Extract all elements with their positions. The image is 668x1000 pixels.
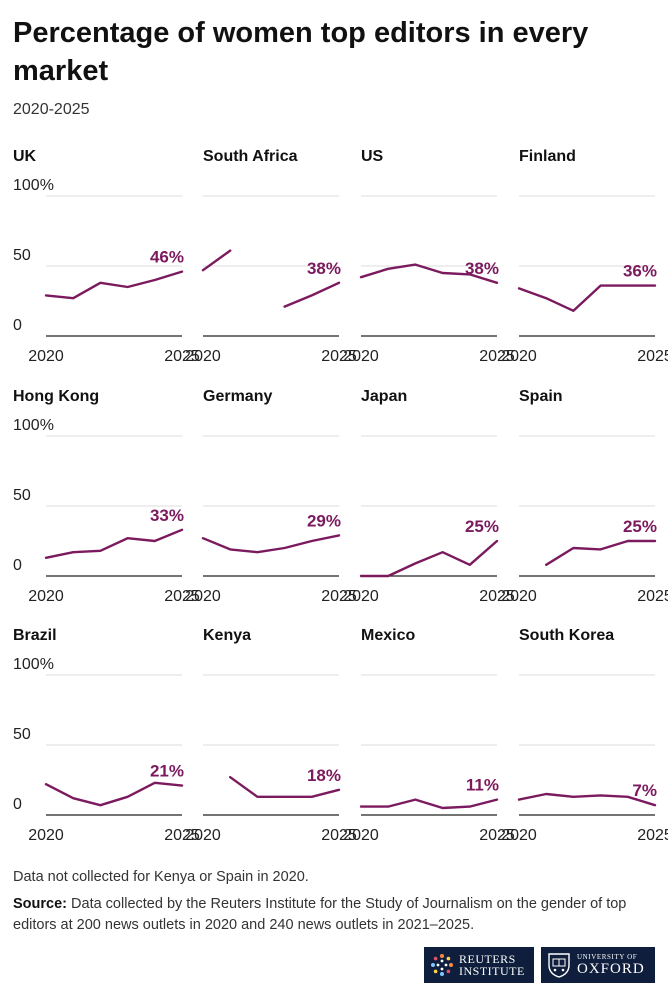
panel-title-japan: Japan: [361, 388, 407, 405]
x-tick-label: 2025: [321, 588, 357, 605]
x-tick-label: 2025: [637, 827, 668, 844]
series-line-spain: [545, 539, 657, 566]
footnote: Data not collected for Kenya or Spain in…: [13, 869, 309, 885]
data-label-brazil: 21%: [150, 762, 184, 781]
reuters-dots-icon: [431, 954, 453, 976]
x-tick-label: 2020: [185, 827, 221, 844]
oxford-line1: UNIVERSITY OF: [577, 952, 638, 961]
series-line-south-korea: [517, 792, 657, 807]
x-tick-label: 2025: [479, 348, 515, 365]
y-tick-label: 50: [13, 247, 31, 264]
reuters-institute-logo[interactable]: REUTERS INSTITUTE: [424, 947, 534, 983]
data-label-germany: 29%: [307, 511, 341, 530]
source-body: Data collected by the Reuters Institute …: [13, 896, 627, 933]
series-line-finland: [517, 284, 657, 312]
chart-subtitle: 2020-2025: [13, 101, 90, 118]
series-line-japan: [359, 539, 499, 578]
x-tick-label: 2020: [343, 348, 379, 365]
data-label-hong-kong: 33%: [150, 506, 184, 525]
x-tick-label: 2020: [28, 827, 64, 844]
x-tick-label: 2020: [185, 348, 221, 365]
series-line-hong-kong: [44, 528, 184, 559]
x-tick-label: 2020: [28, 588, 64, 605]
x-tick-label: 2020: [343, 588, 379, 605]
y-tick-label: 0: [13, 796, 22, 813]
data-label-kenya: 18%: [307, 766, 341, 785]
y-tick-label: 50: [13, 726, 31, 743]
data-label-uk: 46%: [150, 248, 184, 267]
reuters-line2: INSTITUTE: [459, 964, 525, 978]
x-tick-label: 2020: [501, 827, 537, 844]
y-tick-label: 50: [13, 487, 31, 504]
y-tick-label: 0: [13, 317, 22, 334]
oxford-line2: OXFORD: [577, 960, 645, 977]
x-tick-label: 2020: [501, 348, 537, 365]
panel-title-us: US: [361, 148, 384, 165]
x-tick-label: 2025: [321, 348, 357, 365]
panel-title-finland: Finland: [519, 148, 576, 165]
y-tick-label: 0: [13, 557, 22, 574]
data-label-spain: 25%: [623, 517, 657, 536]
x-tick-label: 2025: [479, 588, 515, 605]
panel-title-germany: Germany: [203, 388, 272, 405]
panel-title-kenya: Kenya: [203, 627, 251, 644]
series-line-brazil: [44, 781, 184, 807]
x-tick-label: 2025: [637, 588, 668, 605]
reuters-line1: REUTERS: [459, 952, 516, 966]
source-label: Source:: [13, 896, 67, 912]
x-tick-label: 2020: [185, 588, 221, 605]
panel-title-brazil: Brazil: [13, 627, 57, 644]
panel-title-south-africa: South Africa: [203, 148, 298, 165]
series-line-kenya: [229, 776, 341, 798]
x-tick-label: 2025: [164, 348, 200, 365]
series-line-germany: [201, 534, 341, 554]
x-tick-label: 2020: [343, 827, 379, 844]
data-label-mexico: 11%: [466, 776, 499, 795]
x-tick-label: 2020: [28, 348, 64, 365]
data-label-south-korea: 7%: [632, 781, 657, 800]
series-line-us: [359, 263, 499, 284]
data-label-japan: 25%: [465, 517, 499, 536]
data-label-us: 38%: [465, 259, 499, 278]
y-tick-label: 100%: [13, 656, 54, 673]
panel-title-south-korea: South Korea: [519, 627, 614, 644]
x-tick-label: 2025: [479, 827, 515, 844]
x-tick-label: 2025: [164, 827, 200, 844]
y-tick-label: 100%: [13, 177, 54, 194]
panel-title-mexico: Mexico: [361, 627, 415, 644]
x-tick-label: 2025: [637, 348, 668, 365]
panel-title-uk: UK: [13, 148, 37, 165]
x-tick-label: 2020: [501, 588, 537, 605]
data-label-finland: 36%: [623, 262, 657, 281]
x-tick-label: 2025: [164, 588, 200, 605]
source-text: Source: Data collected by the Reuters In…: [13, 894, 643, 936]
oxford-logo[interactable]: UNIVERSITY OF OXFORD: [541, 947, 655, 983]
x-tick-label: 2025: [321, 827, 357, 844]
data-label-south-africa: 38%: [307, 259, 341, 278]
panel-title-hong-kong: Hong Kong: [13, 388, 99, 405]
series-line-south-africa: [201, 249, 341, 308]
oxford-crest-icon: [548, 953, 570, 978]
panel-title-spain: Spain: [519, 388, 563, 405]
series-line-uk: [44, 270, 184, 300]
series-line-mexico: [359, 798, 499, 810]
y-tick-label: 100%: [13, 417, 54, 434]
chart-title: Percentage of women top editors in every…: [13, 17, 589, 87]
